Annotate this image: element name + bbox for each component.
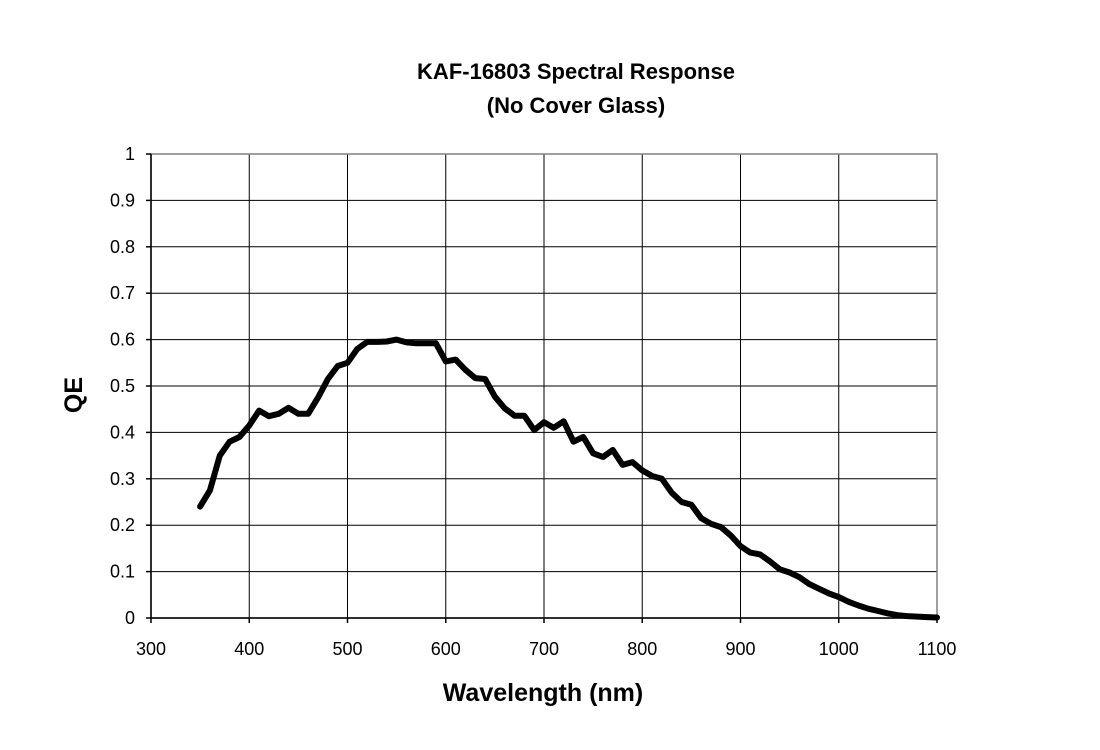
tick-labels: 0 0.1 0.2 0.3 0.4 0.5 0.6 0.7 0.8 0.9 1 300 400 500 60… xyxy=(110,144,956,659)
chart-subtitle: (No Cover Glass) xyxy=(487,93,666,118)
y-axis-title: QE xyxy=(60,377,88,413)
x-tick-label: 1100 xyxy=(918,639,957,659)
chart-title: KAF-16803 Spectral Response xyxy=(417,59,735,84)
x-tick-label: 900 xyxy=(725,639,755,659)
x-tick-label: 700 xyxy=(529,639,559,659)
x-tick-label: 1000 xyxy=(819,639,859,659)
y-tick-label: 0.7 xyxy=(110,283,135,303)
y-tick-label: 0.9 xyxy=(110,190,135,210)
x-tick-label: 600 xyxy=(431,639,461,659)
y-tick-label: 0.3 xyxy=(110,469,135,489)
y-tick-label: 0.8 xyxy=(110,237,135,257)
y-tick-label: 0.1 xyxy=(110,562,135,582)
x-tick-label: 300 xyxy=(136,639,166,659)
y-tick-label: 0.5 xyxy=(110,376,135,396)
qe-series-line xyxy=(197,336,940,621)
x-axis-title: Wavelength (nm) xyxy=(443,679,643,707)
y-tick-label: 0.2 xyxy=(110,515,135,535)
y-tick-label: 0.6 xyxy=(110,330,135,350)
x-tick-label: 800 xyxy=(627,639,657,659)
y-tick-label: 0 xyxy=(125,608,135,628)
axes xyxy=(146,153,938,623)
y-tick-label: 1 xyxy=(125,144,135,164)
x-tick-label: 400 xyxy=(234,639,264,659)
gridlines xyxy=(151,154,937,618)
series-layer xyxy=(197,336,940,621)
x-tick-label: 500 xyxy=(332,639,362,659)
y-tick-label: 0.4 xyxy=(110,422,135,442)
